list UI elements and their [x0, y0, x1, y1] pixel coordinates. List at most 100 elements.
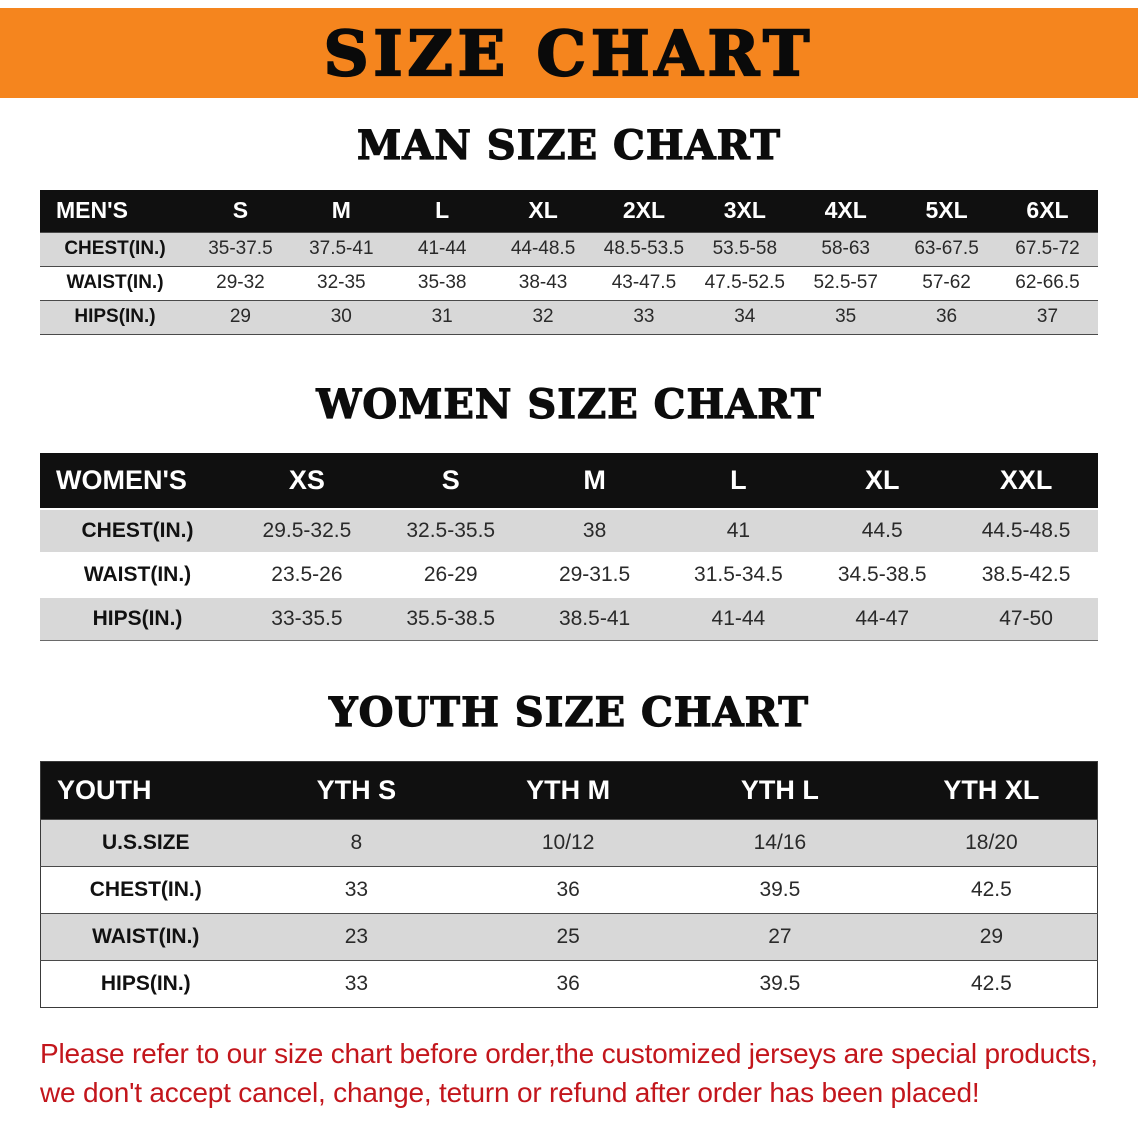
- size-value: 25: [462, 913, 674, 961]
- size-value: 31: [391, 299, 493, 334]
- size-column-header: YTH XL: [885, 761, 1098, 820]
- size-value: 33-35.5: [235, 595, 379, 641]
- disclaimer-line-1: Please refer to our size chart before or…: [40, 1038, 1098, 1069]
- women-table-title: WOMEN'S: [40, 452, 235, 509]
- size-value: 38: [522, 507, 667, 553]
- size-column-header: 4XL: [795, 190, 897, 232]
- size-value: 14/16: [674, 819, 886, 867]
- size-value: 35: [795, 299, 897, 334]
- size-value: 41: [666, 507, 811, 553]
- size-column-header: 5XL: [896, 190, 997, 232]
- size-column-header: YTH M: [462, 761, 674, 820]
- men-hips-row: HIPS(IN.) 29 30 31 32 33 34 35 36 37: [40, 299, 1098, 334]
- size-value: 26-29: [378, 551, 523, 597]
- disclaimer-line-2: we don't accept cancel, change, teturn o…: [40, 1077, 980, 1109]
- size-value: 30: [290, 299, 392, 334]
- size-column-header: YTH L: [674, 761, 886, 820]
- size-value: 48.5-53.5: [593, 231, 695, 266]
- size-column-header: YTH S: [250, 761, 463, 820]
- size-value: 34.5-38.5: [810, 551, 955, 597]
- size-column-header: XS: [235, 452, 379, 509]
- size-column-header: M: [290, 190, 392, 232]
- size-value: 42.5: [885, 960, 1098, 1008]
- men-chest-row: CHEST(IN.) 35-37.5 37.5-41 41-44 44-48.5…: [40, 231, 1098, 266]
- size-value: 35.5-38.5: [378, 595, 523, 641]
- size-value: 57-62: [896, 265, 997, 300]
- men-waist-row: WAIST(IN.) 29-32 32-35 35-38 38-43 43-47…: [40, 265, 1098, 300]
- size-value: 39.5: [674, 960, 886, 1008]
- men-size-table: MEN'S S M L XL 2XL 3XL 4XL 5XL 6XL CHEST…: [40, 190, 1098, 335]
- size-value: 36: [462, 960, 674, 1008]
- size-column-header: S: [190, 190, 291, 232]
- size-value: 29: [885, 913, 1098, 961]
- row-label: HIPS(IN.): [40, 299, 190, 334]
- row-label: CHEST(IN.): [40, 231, 190, 266]
- size-chart-banner: SIZE CHART: [0, 8, 1138, 98]
- women-waist-row: WAIST(IN.) 23.5-26 26-29 29-31.5 31.5-34…: [40, 551, 1098, 597]
- women-section-heading: WOMEN SIZE CHART: [316, 380, 822, 428]
- size-value: 32.5-35.5: [378, 507, 523, 553]
- size-column-header: XXL: [954, 452, 1098, 509]
- size-column-header: 3XL: [694, 190, 796, 232]
- row-label: WAIST(IN.): [40, 265, 190, 300]
- row-label: HIPS(IN.): [40, 595, 235, 641]
- size-value: 52.5-57: [795, 265, 897, 300]
- size-value: 58-63: [795, 231, 897, 266]
- size-value: 31.5-34.5: [666, 551, 811, 597]
- size-value: 47.5-52.5: [694, 265, 796, 300]
- size-value: 29-31.5: [522, 551, 667, 597]
- size-value: 44.5: [810, 507, 955, 553]
- youth-chest-row: CHEST(IN.) 33 36 39.5 42.5: [40, 866, 1098, 914]
- size-value: 44-48.5: [492, 231, 594, 266]
- size-value: 33: [250, 866, 463, 914]
- size-value: 33: [593, 299, 695, 334]
- size-value: 62-66.5: [997, 265, 1098, 300]
- size-value: 63-67.5: [896, 231, 997, 266]
- size-value: 42.5: [885, 866, 1098, 914]
- youth-size-table: YOUTH YTH S YTH M YTH L YTH XL U.S.SIZE …: [40, 761, 1098, 1008]
- women-header-row: WOMEN'S XS S M L XL XXL: [40, 452, 1098, 509]
- size-value: 47-50: [954, 595, 1098, 641]
- size-value: 35-38: [391, 265, 493, 300]
- size-column-header: XL: [810, 452, 955, 509]
- size-value: 29-32: [190, 265, 291, 300]
- row-label: CHEST(IN.): [40, 507, 235, 553]
- size-value: 38.5-42.5: [954, 551, 1098, 597]
- row-label: HIPS(IN.): [40, 960, 251, 1008]
- size-value: 33: [250, 960, 463, 1008]
- size-value: 23: [250, 913, 463, 961]
- row-label: U.S.SIZE: [40, 819, 251, 867]
- size-value: 67.5-72: [997, 231, 1098, 266]
- size-value: 38.5-41: [522, 595, 667, 641]
- size-column-header: 2XL: [593, 190, 695, 232]
- size-value: 44.5-48.5: [954, 507, 1098, 553]
- size-value: 8: [250, 819, 463, 867]
- women-chest-row: CHEST(IN.) 29.5-32.5 32.5-35.5 38 41 44.…: [40, 507, 1098, 553]
- size-column-header: L: [666, 452, 811, 509]
- size-value: 10/12: [462, 819, 674, 867]
- size-value: 44-47: [810, 595, 955, 641]
- men-header-row: MEN'S S M L XL 2XL 3XL 4XL 5XL 6XL: [40, 190, 1098, 232]
- size-value: 23.5-26: [235, 551, 379, 597]
- banner-title: SIZE CHART: [323, 15, 815, 90]
- women-size-table: WOMEN'S XS S M L XL XXL CHEST(IN.) 29.5-…: [40, 452, 1098, 641]
- size-value: 37: [997, 299, 1098, 334]
- size-value: 34: [694, 299, 796, 334]
- size-value: 35-37.5: [190, 231, 291, 266]
- size-column-header: S: [378, 452, 523, 509]
- size-column-header: L: [391, 190, 493, 232]
- size-value: 37.5-41: [290, 231, 392, 266]
- youth-section-heading: YOUTH SIZE CHART: [328, 689, 809, 736]
- size-value: 27: [674, 913, 886, 961]
- size-value: 32-35: [290, 265, 392, 300]
- youth-hips-row: HIPS(IN.) 33 36 39.5 42.5: [40, 960, 1098, 1008]
- size-column-header: 6XL: [997, 190, 1098, 232]
- row-label: WAIST(IN.): [40, 913, 251, 961]
- size-value: 43-47.5: [593, 265, 695, 300]
- women-hips-row: HIPS(IN.) 33-35.5 35.5-38.5 38.5-41 41-4…: [40, 595, 1098, 641]
- youth-ussize-row: U.S.SIZE 8 10/12 14/16 18/20: [40, 819, 1098, 867]
- size-value: 36: [462, 866, 674, 914]
- size-column-header: M: [522, 452, 667, 509]
- size-value: 36: [896, 299, 997, 334]
- row-label: WAIST(IN.): [40, 551, 235, 597]
